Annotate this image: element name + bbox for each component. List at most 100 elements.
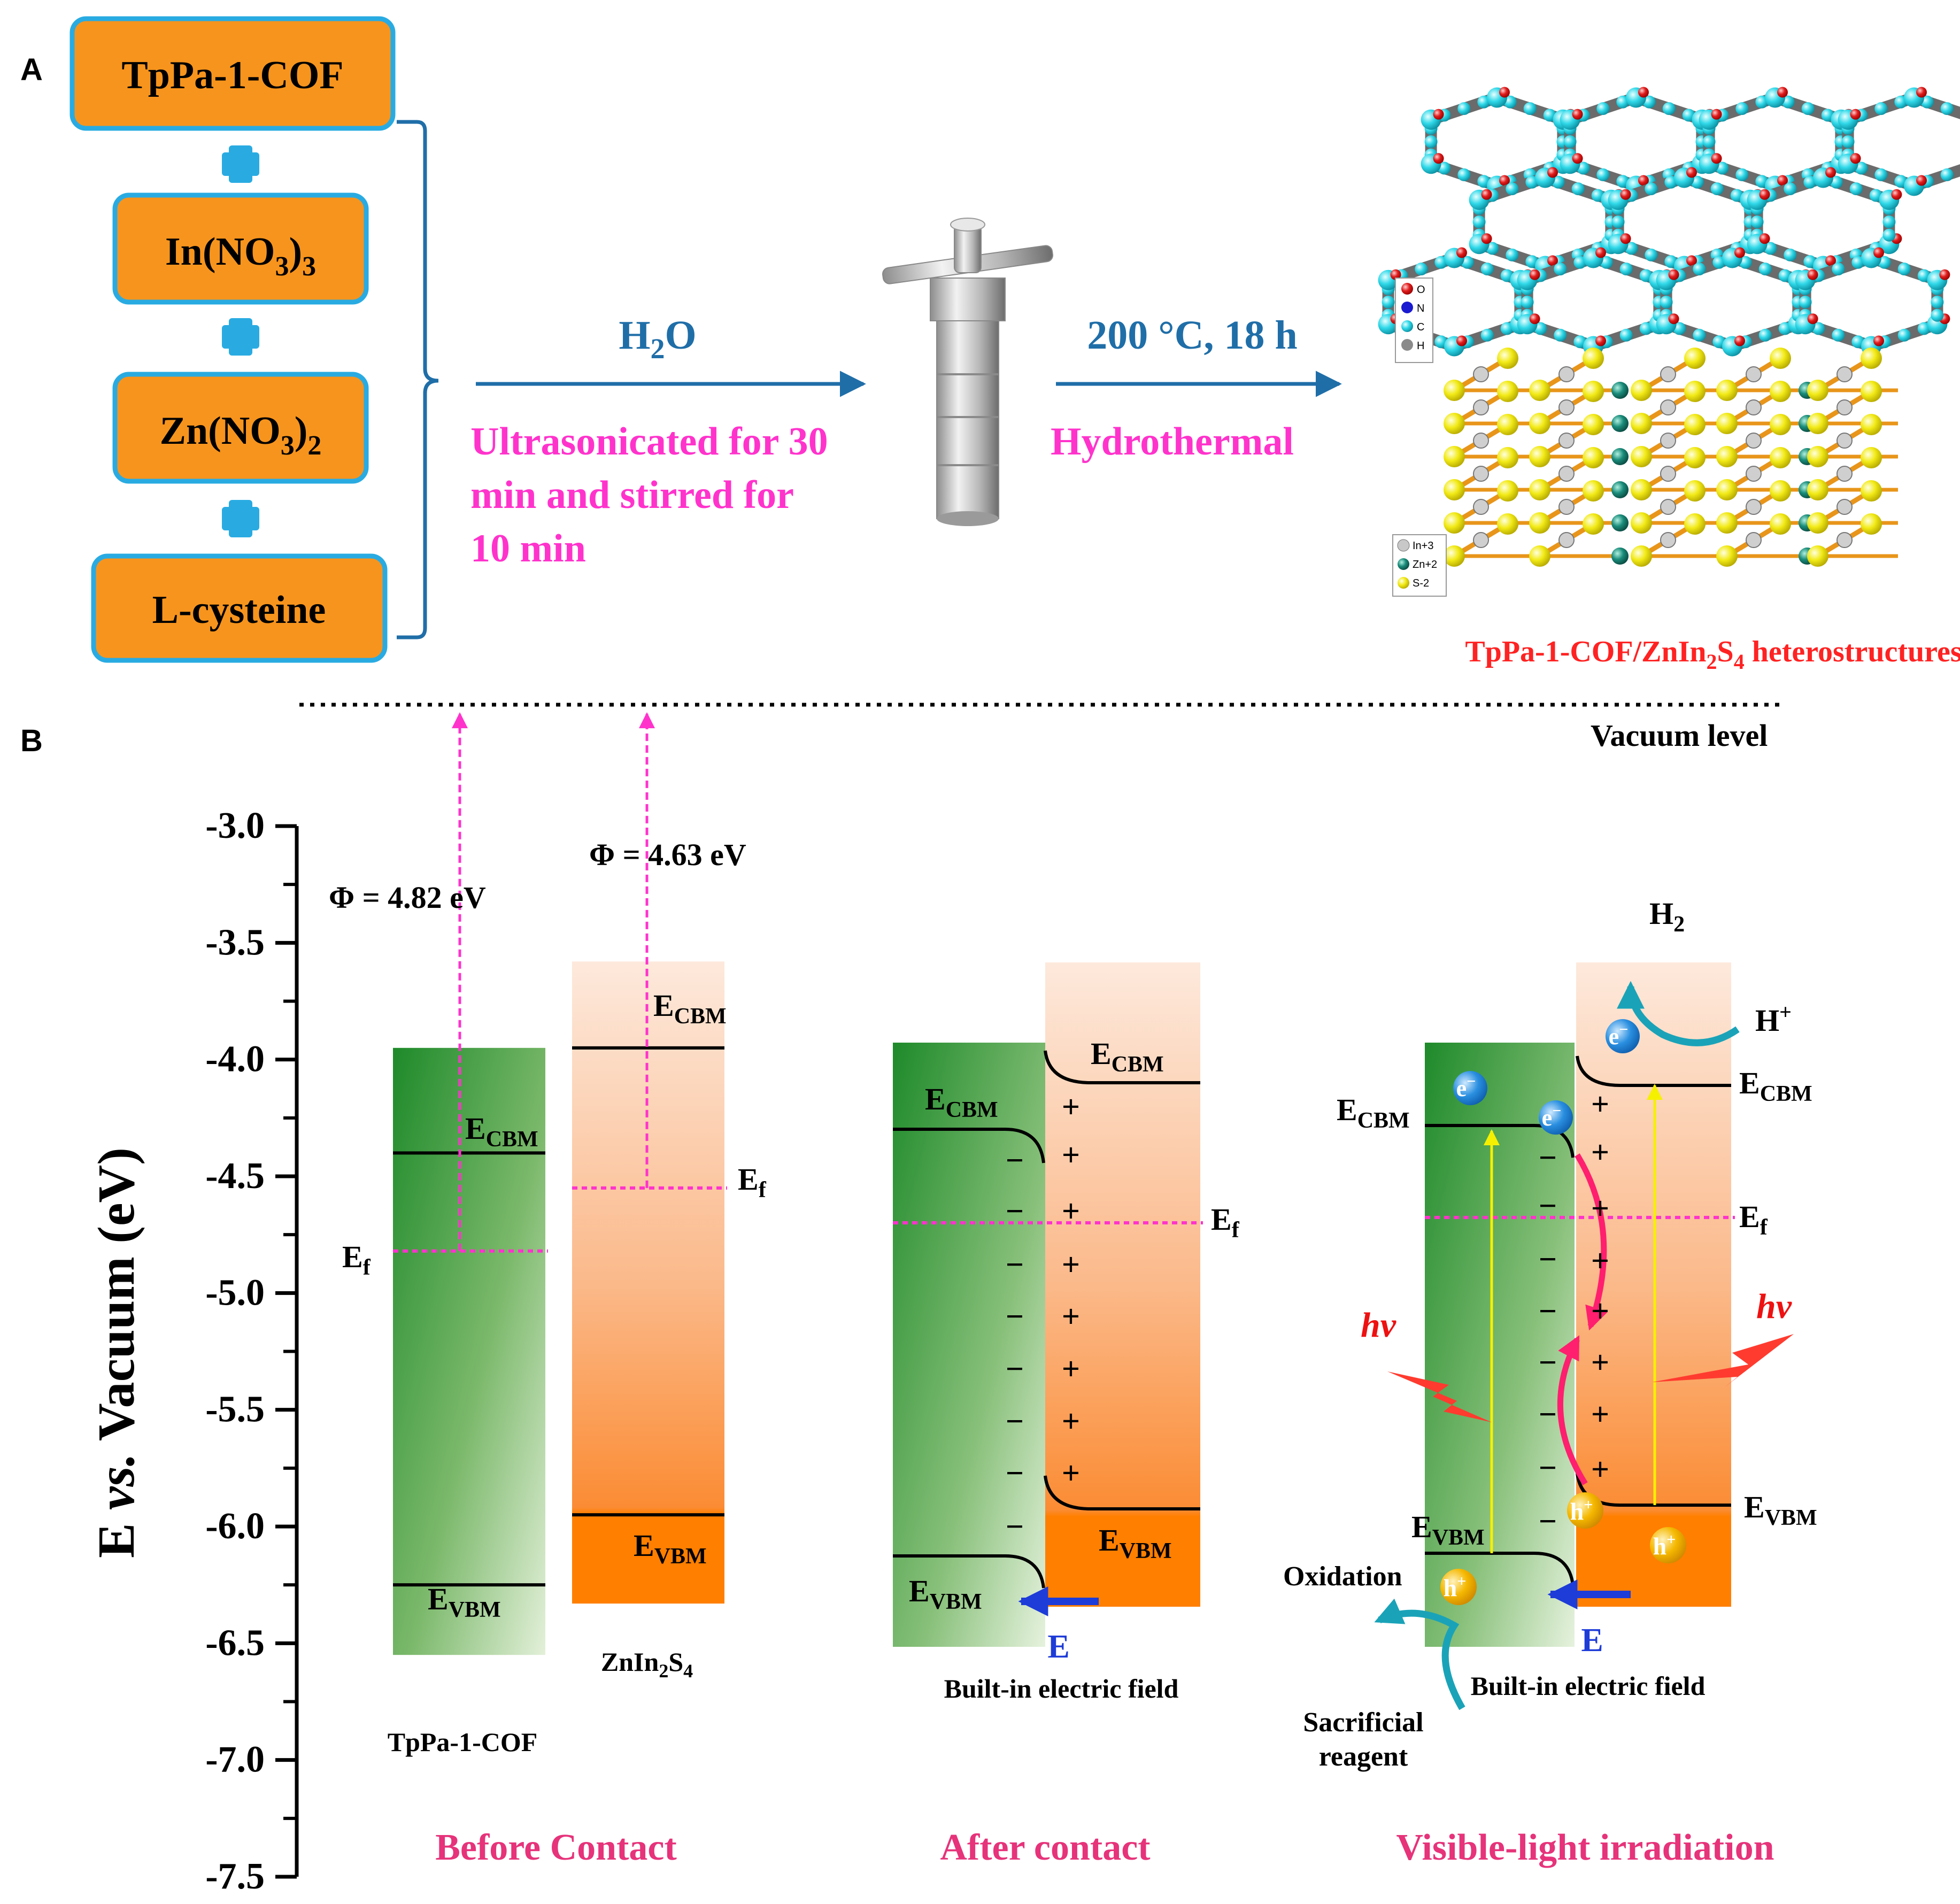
vis-evbm-cof-label: EVBM	[1411, 1509, 1485, 1550]
before-zis-ecbm-label: ECBM	[653, 988, 727, 1029]
svg-text:e−: e−	[1609, 1021, 1629, 1050]
reagent-label: TpPa-1-COF	[121, 53, 343, 97]
before-cof-evbm-label: EVBM	[428, 1582, 501, 1622]
panel-a-label: A	[20, 52, 43, 87]
plus-icon	[222, 318, 259, 356]
plus-charge: +	[1062, 1351, 1080, 1386]
minus-charge: −	[1539, 1504, 1557, 1539]
hole-icon: h+	[1567, 1492, 1603, 1529]
plus-charge: +	[1062, 1455, 1080, 1491]
reagent-box-in-no3: In(NO3)3	[112, 192, 369, 305]
minus-charge: −	[1006, 1351, 1024, 1386]
svg-text:e−: e−	[1456, 1073, 1476, 1101]
before-zis-name: ZnIn2S4	[601, 1647, 693, 1682]
after-field-symbol: E	[1047, 1629, 1069, 1665]
plus-icon	[222, 500, 259, 537]
step1-line-2: min and stirred for	[470, 473, 794, 517]
y-tick-label: -3.5	[205, 922, 265, 963]
svg-text:C: C	[1417, 321, 1424, 333]
reagent-bracket	[397, 120, 439, 639]
minus-charge: −	[1006, 1404, 1024, 1439]
sacrificial-line-2: reagent	[1319, 1741, 1408, 1772]
autoclave-icon	[882, 218, 1053, 526]
plus-charge: +	[1591, 1191, 1609, 1226]
after-contact-diagram	[893, 962, 1203, 1647]
plus-charge: +	[1062, 1247, 1080, 1282]
vacuum-level-label: Vacuum level	[1591, 718, 1768, 753]
svg-text:N: N	[1417, 303, 1424, 314]
oxidation-label: Oxidation	[1283, 1561, 1402, 1592]
visible-light-title: Visible-light irradiation	[1396, 1827, 1774, 1868]
y-tick-label: -4.0	[205, 1039, 265, 1080]
atom-legend-top: O N C H	[1395, 277, 1433, 363]
plus-charge: +	[1062, 1404, 1080, 1439]
plus-charge: +	[1591, 1293, 1609, 1329]
minus-charge: −	[1539, 1242, 1557, 1277]
y-tick-label: -6.0	[205, 1506, 265, 1547]
minus-charge: −	[1006, 1455, 1024, 1491]
minus-charge: −	[1006, 1299, 1024, 1334]
reagent-label: L-cysteine	[152, 588, 326, 632]
visible-light-diagram	[1374, 962, 1794, 1710]
before-zis-evbm-label: EVBM	[634, 1528, 707, 1569]
plus-charge: +	[1591, 1452, 1609, 1487]
minus-charge: −	[1539, 1450, 1557, 1485]
svg-text:H: H	[1417, 340, 1424, 352]
svg-text:In+3: In+3	[1413, 540, 1433, 552]
visible-charges: −−−−−−−−++++++++	[1539, 1086, 1609, 1539]
before-contact-title: Before Contact	[435, 1827, 677, 1868]
y-tick-label: -7.0	[205, 1739, 265, 1780]
step1-line-3: 10 min	[470, 527, 586, 571]
before-zis-ef-label: Ef	[738, 1162, 767, 1202]
vis-field-symbol: E	[1581, 1622, 1603, 1659]
plus-charge: +	[1591, 1397, 1609, 1432]
svg-text:h+: h+	[1653, 1531, 1676, 1560]
electron-icon: e−	[1606, 1019, 1640, 1053]
hv-label-right: hv	[1756, 1287, 1792, 1326]
y-tick-label: -4.5	[205, 1155, 265, 1197]
vis-ecbm-zis-label: ECBM	[1739, 1066, 1812, 1106]
sacrificial-line-1: Sacrificial	[1303, 1707, 1423, 1738]
vis-ecbm-cof-label: ECBM	[1337, 1092, 1410, 1133]
y-tick-label: -6.5	[205, 1622, 265, 1663]
reagent-box-tppa-cof: TpPa-1-COF	[70, 16, 396, 131]
phi-cof-label: Φ = 4.82 eV	[329, 880, 486, 915]
hv-label-left: hv	[1361, 1306, 1396, 1345]
minus-charge: −	[1006, 1247, 1024, 1282]
after-field-label: Built-in electric field	[944, 1674, 1179, 1703]
minus-charge: −	[1539, 1397, 1557, 1432]
before-cof-name: TpPa-1-COF	[388, 1727, 538, 1757]
reagent-label: In(NO3)3	[165, 230, 316, 282]
plus-charge: +	[1591, 1135, 1609, 1170]
minus-charge: −	[1006, 1509, 1024, 1544]
after-evbm-zis-label: EVBM	[1099, 1523, 1172, 1563]
minus-charge: −	[1006, 1193, 1024, 1229]
after-evbm-cof-label: EVBM	[909, 1574, 982, 1614]
svg-text:Zn+2: Zn+2	[1413, 559, 1437, 571]
product-label: TpPa-1-COF/ZnIn2S4 heterostructures	[1465, 635, 1960, 674]
minus-charge: −	[1006, 1143, 1024, 1178]
y-tick-label: -5.5	[205, 1389, 265, 1430]
y-tick-label: -7.5	[205, 1856, 265, 1897]
cof-structure-image	[1378, 87, 1960, 357]
y-axis-label: E vs. Vacuum (eV)	[88, 1147, 145, 1558]
svg-text:h+: h+	[1444, 1572, 1467, 1601]
reagent-label: Zn(NO3)2	[160, 409, 322, 461]
plus-charge: +	[1062, 1299, 1080, 1334]
y-tick-label: -5.0	[205, 1272, 265, 1313]
after-charges: − − − − − − − − + + + + + + + +	[1006, 1089, 1080, 1544]
y-tick-label: -3.0	[205, 805, 265, 846]
hole-icon: h+	[1440, 1569, 1477, 1605]
minus-charge: −	[1539, 1140, 1557, 1175]
atom-legend-bottom: In+3 Zn+2 S-2	[1392, 534, 1447, 597]
reagent-box-l-cysteine: L-cysteine	[91, 553, 388, 663]
panel-b-label: B	[20, 723, 43, 758]
plus-charge: +	[1062, 1089, 1080, 1124]
step1-line-1: Ultrasonicated for 30	[470, 420, 828, 464]
after-ecbm-zis-label: ECBM	[1091, 1036, 1164, 1077]
svg-text:S-2: S-2	[1413, 577, 1429, 589]
plus-charge: +	[1062, 1193, 1080, 1229]
step2-condition: 200 °C, 18 h	[1087, 313, 1298, 358]
svg-text:e−: e−	[1542, 1102, 1562, 1131]
